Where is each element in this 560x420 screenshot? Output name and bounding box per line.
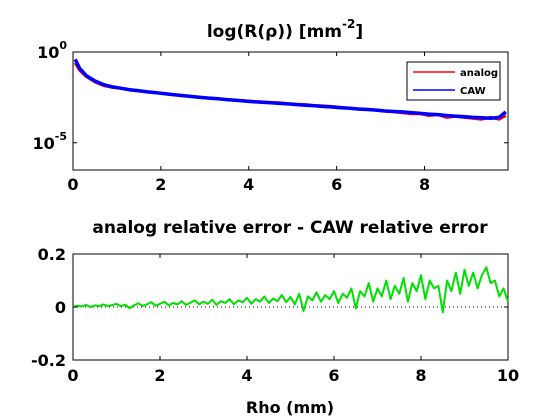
top-y-tick-label: 10-5 <box>33 130 68 153</box>
bottom-chart-title: analog relative error - CAW relative err… <box>92 218 488 238</box>
legend: analog CAW <box>406 61 501 101</box>
top-x-tick-label: 4 <box>243 175 254 194</box>
bottom-x-tick-label: 10 <box>497 366 519 385</box>
bottom-y-tick-label: 0.2 <box>38 245 66 264</box>
top-y-tick-label: 100 <box>37 39 67 62</box>
error-difference-line <box>72 266 509 314</box>
bottom-x-tick-label: 6 <box>328 366 339 385</box>
bottom-x-tick-label: 8 <box>415 366 426 385</box>
series-line-caw <box>73 58 507 121</box>
bottom-x-tick-label: 4 <box>241 366 252 385</box>
bottom-y-tick-label: -0.2 <box>31 351 66 370</box>
legend-label-analog: analog <box>460 68 498 79</box>
top-x-tick-label: 0 <box>67 175 78 194</box>
bottom-x-tick-label: 2 <box>154 366 165 385</box>
bottom-x-tick-label: 0 <box>67 366 78 385</box>
bottom-x-axis-label: Rho (mm) <box>246 398 334 417</box>
legend-box <box>406 61 501 101</box>
top-x-tick-label: 8 <box>419 175 430 194</box>
top-x-tick-label: 2 <box>155 175 166 194</box>
top-chart-title: log(R(ρ)) [mm-2] <box>207 17 363 42</box>
top-x-tick-label: 6 <box>331 175 342 194</box>
bottom-y-tick-label: 0 <box>55 298 66 317</box>
legend-label-caw: CAW <box>460 86 486 97</box>
